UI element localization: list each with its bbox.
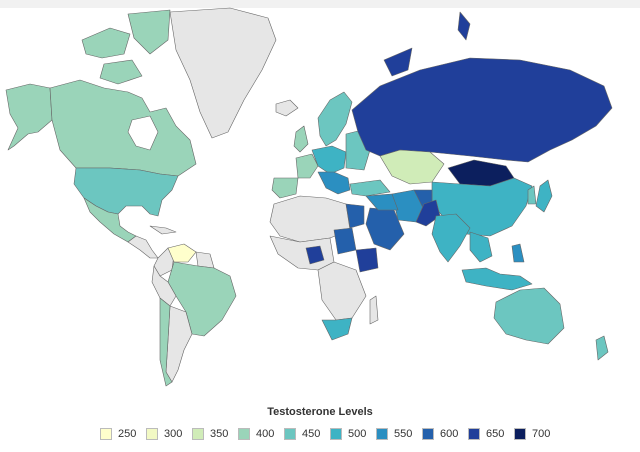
region-russia-islands[interactable] — [383, 11, 471, 77]
region-sudan[interactable] — [333, 227, 357, 255]
region-uk[interactable] — [293, 125, 309, 153]
region-venezuela[interactable] — [167, 243, 197, 263]
region-kazakhstan[interactable] — [379, 149, 445, 185]
region-iraq-syria[interactable] — [365, 193, 399, 211]
region-new-zealand[interactable] — [595, 335, 609, 361]
region-philippines[interactable] — [511, 243, 525, 263]
legend-label: 650 — [486, 428, 505, 440]
legend-swatch — [468, 428, 480, 440]
legend-label: 700 — [532, 428, 551, 440]
top-bar — [0, 0, 640, 8]
region-peru[interactable] — [151, 265, 177, 307]
legend-swatch — [100, 428, 112, 440]
legend-swatch — [146, 428, 158, 440]
region-korea[interactable] — [527, 185, 537, 205]
legend-label: 300 — [164, 428, 183, 440]
region-india[interactable] — [431, 213, 471, 263]
region-iceland[interactable] — [275, 99, 299, 117]
region-southern-africa[interactable] — [321, 317, 353, 341]
legend-label: 500 — [348, 428, 367, 440]
legend-label: 350 — [210, 428, 229, 440]
legend-swatch — [192, 428, 204, 440]
region-australia[interactable] — [493, 287, 565, 345]
legend: Testosterone Levels 250 300 350 400 450 500 55… — [0, 404, 640, 452]
legend-title: Testosterone Levels — [267, 406, 373, 418]
region-ethiopia[interactable] — [355, 247, 379, 273]
region-central-america[interactable] — [127, 225, 177, 259]
region-turkey[interactable] — [349, 179, 391, 197]
region-canada-arctic[interactable] — [81, 9, 171, 85]
world-map — [5, 7, 613, 387]
region-iberia[interactable] — [271, 177, 299, 199]
legend-label: 250 — [118, 428, 137, 440]
region-scandinavia[interactable] — [317, 91, 353, 147]
region-mexico[interactable] — [83, 197, 137, 243]
region-france[interactable] — [295, 153, 319, 179]
legend-label: 600 — [440, 428, 459, 440]
region-japan[interactable] — [535, 179, 553, 213]
region-se-asia[interactable] — [469, 231, 493, 263]
legend-swatch — [422, 428, 434, 440]
region-italy-balkans[interactable] — [317, 171, 351, 195]
legend-swatch — [514, 428, 526, 440]
region-central-europe[interactable] — [311, 145, 347, 175]
region-nigeria[interactable] — [305, 245, 325, 265]
region-greenland[interactable] — [169, 7, 277, 139]
legend-label: 550 — [394, 428, 413, 440]
legend-swatch — [238, 428, 250, 440]
region-alaska[interactable] — [5, 83, 53, 151]
region-central-africa[interactable] — [317, 261, 367, 321]
legend-swatch — [330, 428, 342, 440]
legend-label: 450 — [302, 428, 321, 440]
legend-swatch — [376, 428, 388, 440]
region-guianas[interactable] — [195, 251, 215, 269]
region-egypt[interactable] — [345, 203, 365, 229]
region-indonesia[interactable] — [461, 267, 533, 291]
legend-swatch — [284, 428, 296, 440]
region-canada[interactable] — [49, 79, 197, 177]
region-chile[interactable] — [159, 297, 173, 387]
region-pakistan[interactable] — [415, 199, 441, 227]
region-madagascar[interactable] — [369, 295, 379, 325]
legend-label: 400 — [256, 428, 275, 440]
water-hudson-bay — [127, 115, 159, 151]
